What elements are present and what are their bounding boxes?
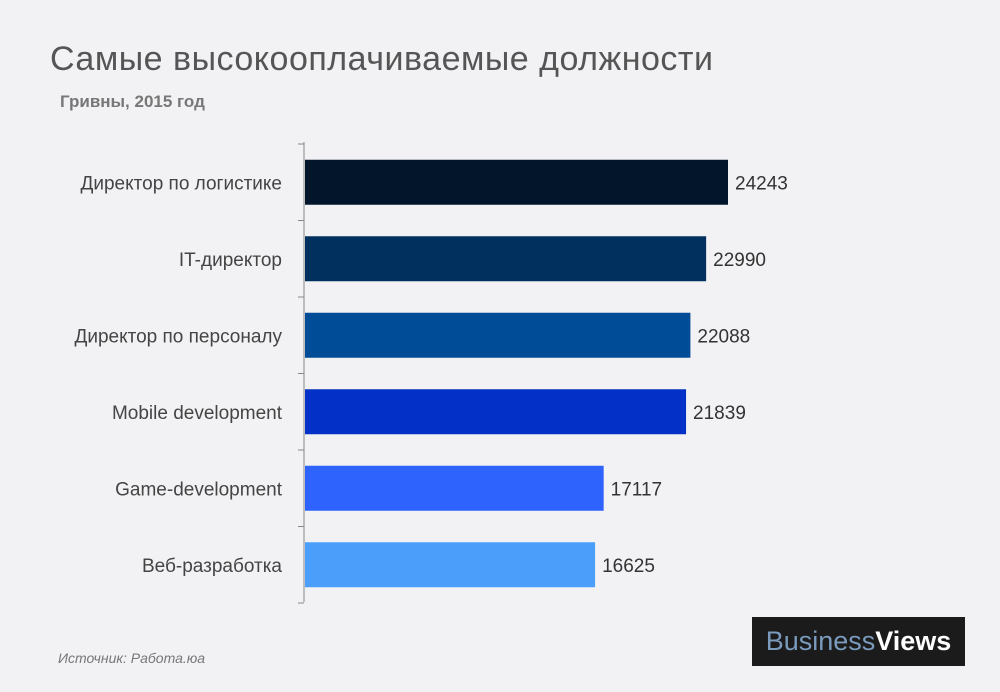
bar <box>305 389 687 435</box>
value-label: 21839 <box>693 403 746 424</box>
value-label: 17117 <box>611 479 662 500</box>
bar <box>305 465 604 511</box>
category-label: Директор по персоналу <box>74 326 282 347</box>
category-label: Game-development <box>115 479 283 500</box>
chart-subtitle: Гривны, 2015 год <box>60 92 205 111</box>
bar <box>305 236 707 282</box>
value-label: 24243 <box>735 173 788 194</box>
brand-logo: Business Views <box>752 617 965 666</box>
source-note: Источник: Работа.юа <box>58 650 206 666</box>
bar <box>305 312 691 358</box>
chart-title: Самые высокооплачиваемые должности <box>50 40 714 78</box>
value-label: 22088 <box>697 326 750 347</box>
bar <box>305 542 596 588</box>
category-label: Mobile development <box>112 403 283 424</box>
category-label: Директор по логистике <box>81 173 283 194</box>
category-label: Веб-разработка <box>142 556 282 577</box>
brand-part-2: Views <box>875 626 952 656</box>
value-label: 22990 <box>713 250 766 271</box>
brand-part-1: Business <box>765 626 876 656</box>
bar <box>305 159 728 205</box>
category-label: IT-директор <box>179 250 282 271</box>
value-label: 16625 <box>602 556 655 577</box>
